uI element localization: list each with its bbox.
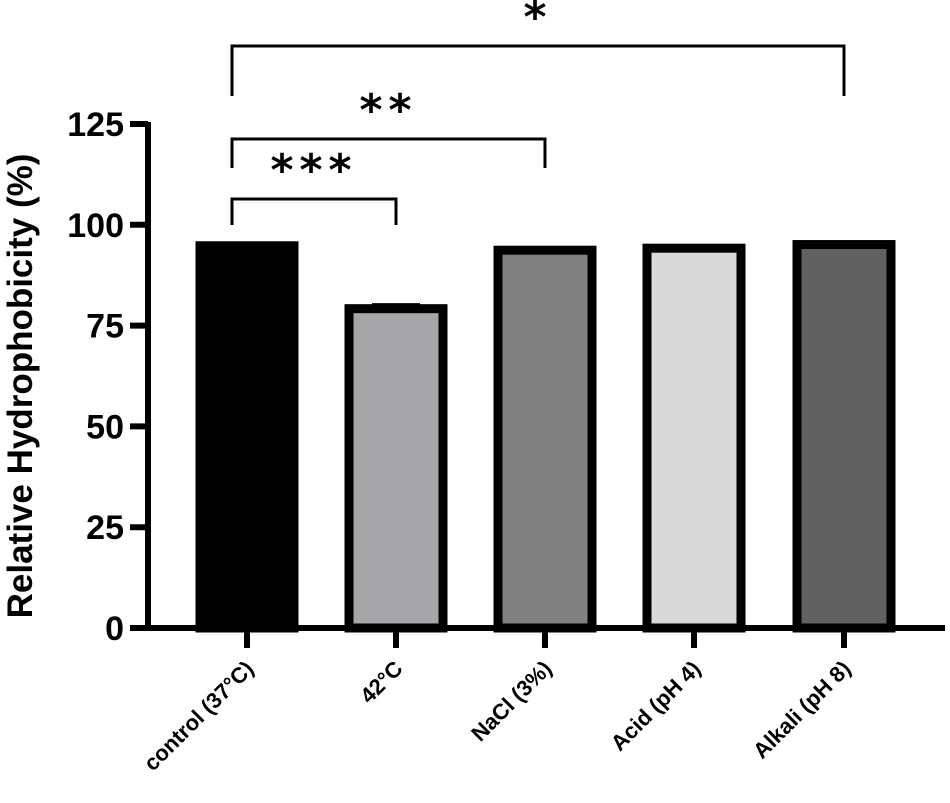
error-bars-group [223, 241, 868, 309]
bar-2 [493, 245, 597, 633]
significance-bracket-1 [230, 137, 547, 168]
significance-group: ****** [230, 0, 846, 225]
significance-label-0: *** [270, 145, 357, 196]
x-tick-label-0: control (37°C) [139, 656, 259, 776]
y-tick-label-0: 0 [105, 610, 124, 648]
bar-1 [344, 304, 448, 633]
significance-bracket-2 [230, 44, 846, 96]
bar-0 [195, 241, 299, 633]
bar-3 [642, 243, 746, 633]
y-tick-label-3: 75 [86, 308, 124, 346]
x-tick-label-1: 42°C [355, 656, 408, 709]
bar-4 [792, 240, 896, 633]
x-tick-label-2: NaCl (3%) [466, 656, 556, 746]
y-axis-title: Relative Hydrophobicity (%) [1, 154, 40, 619]
significance-label-1: ** [359, 85, 417, 136]
significance-label-2: * [523, 0, 552, 43]
y-tick-label-1: 25 [86, 509, 124, 547]
y-tick-label-4: 100 [67, 207, 124, 245]
y-tick-label-5: 125 [67, 106, 124, 144]
significance-bracket-0 [230, 197, 398, 225]
x-tick-label-3: Acid (pH 4) [606, 656, 706, 756]
y-tick-label-2: 50 [86, 408, 124, 446]
bars-group [195, 240, 896, 633]
x-tick-label-4: Alkali (pH 8) [748, 656, 856, 764]
